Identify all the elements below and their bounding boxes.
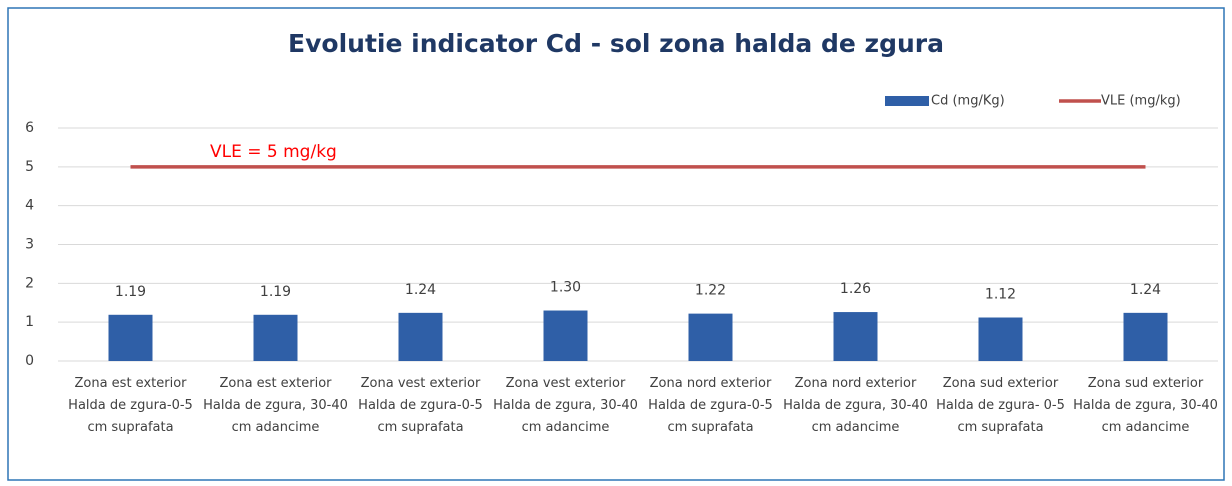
y-tick-label: 6 bbox=[25, 120, 34, 136]
bar bbox=[108, 314, 153, 361]
y-tick-label: 1 bbox=[25, 314, 34, 330]
bar bbox=[543, 310, 588, 361]
legend-swatch bbox=[885, 96, 929, 106]
bar bbox=[978, 317, 1023, 361]
x-tick-label: Zona est exterior Halda de zgura, 30-40 … bbox=[203, 376, 348, 435]
x-tick-label: Zona vest exterior Halda de zgura-0-5 cm… bbox=[358, 376, 483, 435]
x-tick-label: Zona vest exterior Halda de zgura, 30-40… bbox=[493, 376, 638, 435]
data-label: 1.19 bbox=[260, 284, 291, 300]
bar bbox=[253, 314, 298, 361]
annotation: VLE = 5 mg/kg bbox=[210, 142, 337, 162]
x-tick-label: Zona sud exterior Halda de zgura- 0-5 cm… bbox=[936, 376, 1065, 435]
bar bbox=[833, 312, 878, 361]
y-tick-label: 2 bbox=[25, 275, 34, 291]
x-tick-label: Zona nord exterior Halda de zgura-0-5 cm… bbox=[648, 376, 773, 435]
data-label: 1.22 bbox=[695, 283, 726, 299]
data-label: 1.19 bbox=[115, 284, 146, 300]
bar bbox=[688, 313, 733, 361]
chart-title: Evolutie indicator Cd - sol zona halda d… bbox=[288, 29, 944, 58]
data-label: 1.24 bbox=[1130, 282, 1161, 298]
x-tick-label: Zona sud exterior Halda de zgura, 30-40 … bbox=[1073, 376, 1218, 435]
legend-label: VLE (mg/kg) bbox=[1101, 94, 1181, 109]
data-label: 1.30 bbox=[550, 280, 581, 296]
y-tick-label: 4 bbox=[25, 198, 34, 214]
data-label: 1.26 bbox=[840, 281, 871, 297]
x-tick-label: Zona est exterior Halda de zgura-0-5 cm … bbox=[68, 376, 193, 435]
x-tick-label: Zona nord exterior Halda de zgura, 30-40… bbox=[783, 376, 928, 435]
data-label: 1.12 bbox=[985, 287, 1016, 303]
chart-border bbox=[7, 7, 1225, 481]
data-label: 1.24 bbox=[405, 282, 436, 298]
legend-label: Cd (mg/Kg) bbox=[931, 94, 1005, 109]
y-tick-label: 0 bbox=[25, 353, 34, 369]
bar bbox=[1123, 312, 1168, 361]
y-tick-label: 5 bbox=[25, 159, 34, 175]
y-tick-label: 3 bbox=[25, 237, 34, 253]
bar bbox=[398, 312, 443, 361]
